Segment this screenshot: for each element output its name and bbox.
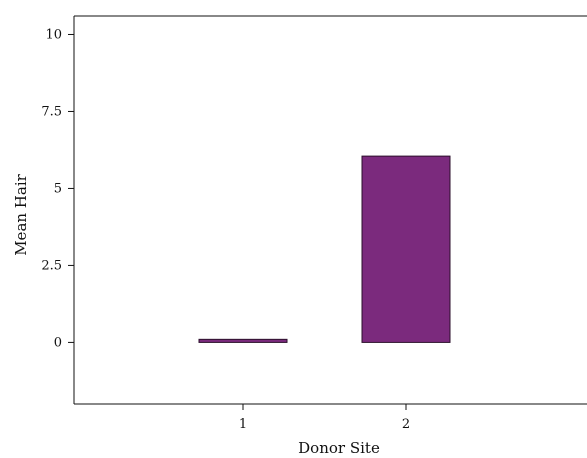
y-axis-label: Mean Hair xyxy=(12,173,30,255)
bars xyxy=(198,155,451,343)
y-tick-label: 0 xyxy=(54,335,62,350)
y-tick-label: 7.5 xyxy=(41,104,62,119)
plot-area xyxy=(73,15,587,405)
y-tick-label: 10 xyxy=(45,27,62,42)
x-tick-label: 1 xyxy=(239,417,247,432)
y-ticks: 0 2.5 5 7.5 10 xyxy=(41,27,74,350)
y-tick-label: 5 xyxy=(54,181,62,196)
bar-2 xyxy=(361,155,451,343)
x-tick-label: 2 xyxy=(402,417,410,432)
bar-1 xyxy=(198,338,288,343)
y-tick-label: 2.5 xyxy=(41,258,62,273)
x-axis-label: Donor Site xyxy=(298,439,380,457)
